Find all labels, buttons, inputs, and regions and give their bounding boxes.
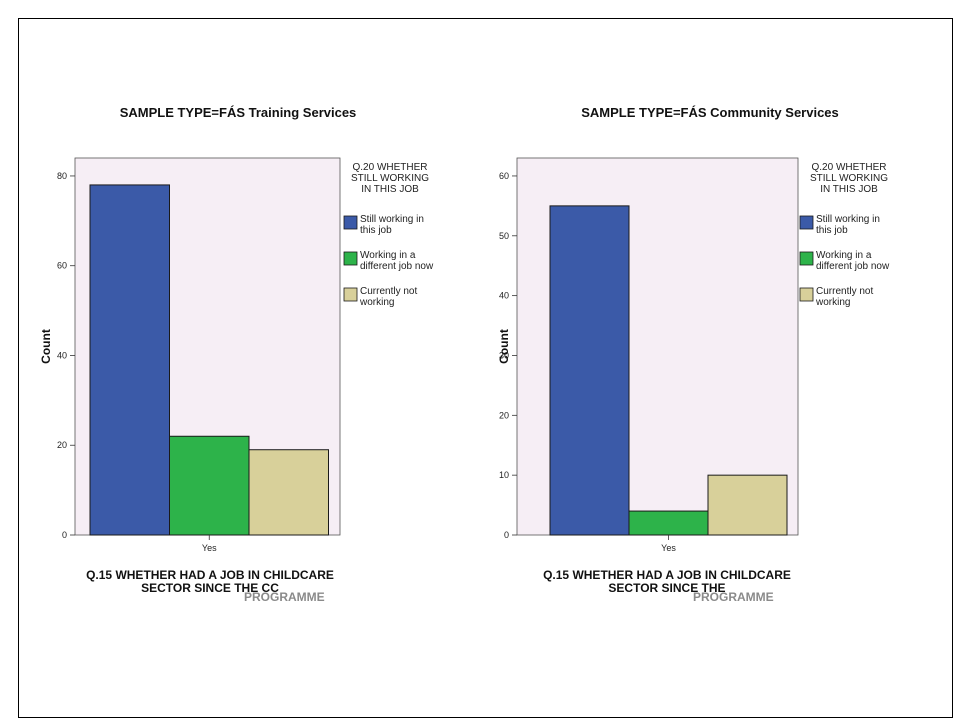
x-axis-label-line: Q.15 WHETHER HAD A JOB IN CHILDCARE bbox=[543, 568, 791, 582]
bar-different-job bbox=[628, 510, 709, 536]
legend-item-label: Still working in bbox=[360, 214, 424, 225]
legend-swatch-not-working bbox=[343, 287, 358, 302]
bar-not-working bbox=[707, 474, 788, 536]
y-tick-label: 0 bbox=[504, 530, 509, 540]
legend-item-label: Working in a bbox=[360, 250, 416, 261]
bar-still-working bbox=[89, 184, 170, 536]
legend-swatch-different-job bbox=[799, 251, 814, 266]
y-tick-label: 30 bbox=[499, 350, 509, 360]
legend-title-line: IN THIS JOB bbox=[361, 184, 419, 195]
legend-item-label: Still working in bbox=[816, 214, 880, 225]
bar-not-working bbox=[248, 449, 329, 536]
x-tick-label: Yes bbox=[661, 543, 676, 553]
y-tick-label: 60 bbox=[499, 171, 509, 181]
bar-still-working bbox=[549, 205, 630, 536]
bar-different-job bbox=[169, 435, 250, 536]
chart-panel-1: SAMPLE TYPE=FÁS Training Services 0 20 40 60… bbox=[39, 105, 434, 604]
chart-panel-2: SAMPLE TYPE=FÁS Community Services 0 10 20 3… bbox=[497, 105, 890, 604]
legend-item-label: working bbox=[359, 297, 394, 308]
legend-item-label: this job bbox=[360, 225, 392, 236]
chart-title: SAMPLE TYPE=FÁS Training Services bbox=[120, 105, 357, 120]
y-tick-label: 40 bbox=[499, 291, 509, 301]
y-tick-label: 20 bbox=[57, 440, 67, 450]
x-axis-label-line: SECTOR SINCE THE CC bbox=[141, 581, 279, 595]
y-tick-label: 60 bbox=[57, 261, 67, 271]
legend-item-label: Currently not bbox=[816, 286, 873, 297]
y-tick-label: 50 bbox=[499, 231, 509, 241]
legend-title-line: STILL WORKING bbox=[351, 173, 429, 184]
x-axis-label-line: Q.15 WHETHER HAD A JOB IN CHILDCARE bbox=[86, 568, 334, 582]
legend-title-line: Q.20 WHETHER bbox=[352, 162, 427, 173]
x-axis-label-line: SECTOR SINCE THE bbox=[608, 581, 725, 595]
y-tick-label: 0 bbox=[62, 530, 67, 540]
y-tick-label: 40 bbox=[57, 350, 67, 360]
y-tick-label: 10 bbox=[499, 470, 509, 480]
y-axis-label: Count bbox=[39, 329, 53, 364]
x-axis-label-overlay: PROGRAMME bbox=[693, 590, 774, 604]
legend-item-label: working bbox=[815, 297, 850, 308]
legend-item-label: Currently not bbox=[360, 286, 417, 297]
y-tick-label: 80 bbox=[57, 171, 67, 181]
legend-item-label: different job now bbox=[360, 261, 434, 272]
legend-swatch-still-working bbox=[343, 215, 358, 230]
legend-swatch-still-working bbox=[799, 215, 814, 230]
x-tick-label: Yes bbox=[202, 543, 217, 553]
chart-title: SAMPLE TYPE=FÁS Community Services bbox=[581, 105, 839, 120]
legend-item-label: different job now bbox=[816, 261, 890, 272]
legend-swatch-different-job bbox=[343, 251, 358, 266]
legend-title-line: Q.20 WHETHER bbox=[811, 162, 886, 173]
y-axis-label: Count bbox=[497, 329, 511, 364]
legend-item-label: this job bbox=[816, 225, 848, 236]
x-axis-label-overlay: PROGRAMME bbox=[244, 590, 325, 604]
legend-swatch-not-working bbox=[799, 287, 814, 302]
legend-title-line: IN THIS JOB bbox=[820, 184, 878, 195]
legend-item-label: Working in a bbox=[816, 250, 872, 261]
y-tick-label: 20 bbox=[499, 410, 509, 420]
legend-title-line: STILL WORKING bbox=[810, 173, 888, 184]
